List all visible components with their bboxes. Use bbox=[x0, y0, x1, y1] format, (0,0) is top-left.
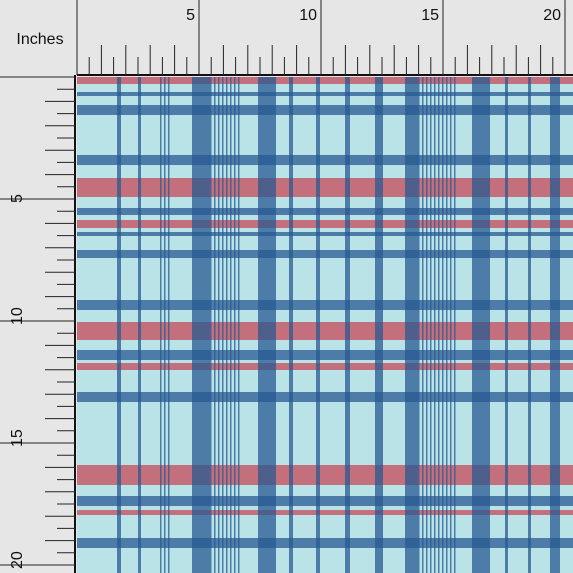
horizontal-stripe bbox=[77, 92, 573, 96]
pinstripe bbox=[210, 77, 212, 573]
vertical-stripe bbox=[472, 77, 490, 573]
horizontal-stripe bbox=[77, 350, 573, 360]
horizontal-stripe bbox=[77, 77, 573, 84]
pinstripe bbox=[164, 77, 166, 573]
horizontal-stripe bbox=[77, 220, 573, 228]
pinstripe bbox=[446, 77, 448, 573]
horizontal-stripe bbox=[77, 392, 573, 402]
vertical-stripe bbox=[192, 77, 210, 573]
vertical-stripe bbox=[528, 77, 531, 573]
pinstripe bbox=[438, 77, 440, 573]
pinstripe bbox=[434, 77, 436, 573]
left-ruler-label: 10 bbox=[9, 307, 26, 325]
vertical-stripe bbox=[375, 77, 383, 573]
horizontal-stripe bbox=[77, 496, 573, 506]
pinstripe bbox=[426, 77, 428, 573]
horizontal-stripe bbox=[77, 232, 573, 236]
pinstripe bbox=[422, 77, 424, 573]
pinstripe bbox=[160, 77, 162, 573]
left-ruler-label: 20 bbox=[9, 551, 26, 569]
horizontal-stripe bbox=[77, 322, 573, 340]
vertical-stripe bbox=[117, 77, 121, 573]
pinstripe bbox=[226, 77, 228, 573]
pinstripe bbox=[230, 77, 232, 573]
horizontal-stripe bbox=[77, 155, 573, 165]
horizontal-stripe bbox=[77, 510, 573, 515]
pinstripe bbox=[450, 77, 452, 573]
horizontal-stripe bbox=[77, 363, 573, 370]
vertical-stripe bbox=[405, 77, 418, 573]
pinstripe bbox=[222, 77, 224, 573]
horizontal-stripe bbox=[77, 105, 573, 115]
pinstripe bbox=[168, 77, 170, 573]
pinstripe bbox=[238, 77, 240, 573]
plaid-fabric bbox=[77, 77, 573, 573]
pinstripe bbox=[218, 77, 220, 573]
left-ruler-label: 5 bbox=[9, 194, 26, 203]
unit-label: Inches bbox=[16, 31, 63, 48]
pinstripe bbox=[430, 77, 432, 573]
horizontal-stripe bbox=[77, 538, 573, 548]
horizontal-stripe bbox=[77, 465, 573, 485]
horizontal-stripe bbox=[77, 178, 573, 197]
vertical-stripe bbox=[138, 77, 141, 573]
horizontal-stripe bbox=[77, 250, 573, 258]
left-ruler-label: 15 bbox=[9, 429, 26, 447]
horizontal-stripe bbox=[77, 208, 573, 215]
ruler-ticks bbox=[0, 0, 566, 566]
vertical-stripe bbox=[258, 77, 276, 573]
top-ruler-label: 10 bbox=[299, 7, 317, 24]
top-ruler-label: 20 bbox=[543, 7, 561, 24]
vertical-stripe bbox=[345, 77, 350, 573]
vertical-stripe bbox=[289, 77, 293, 573]
top-ruler-label: 15 bbox=[421, 7, 439, 24]
top-ruler-label: 5 bbox=[186, 7, 195, 24]
pinstripe bbox=[454, 77, 456, 573]
pinstripe bbox=[442, 77, 444, 573]
pinstripe bbox=[234, 77, 236, 573]
vertical-stripe bbox=[505, 77, 508, 573]
horizontal-stripe bbox=[77, 300, 573, 310]
vertical-stripe bbox=[550, 77, 560, 573]
pinstripe bbox=[214, 77, 216, 573]
vertical-stripe bbox=[316, 77, 320, 573]
pinstripe bbox=[418, 77, 420, 573]
